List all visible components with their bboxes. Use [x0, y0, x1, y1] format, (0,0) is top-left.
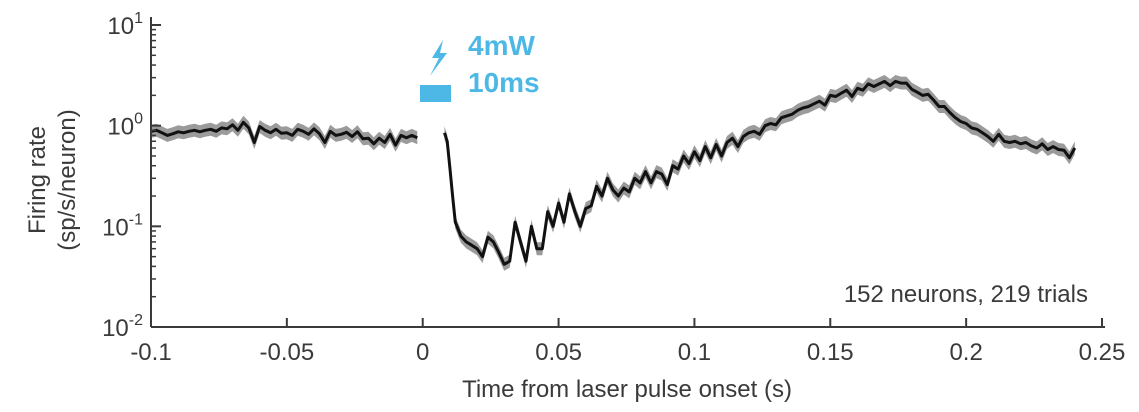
laser-pulse-bar: [420, 85, 451, 102]
pulse-duration-label: 10ms: [468, 67, 540, 98]
y-tick-label: 100: [107, 111, 143, 141]
firing-rate-line: [443, 79, 1077, 266]
y-ticks: 101 100 10-1 10-2: [102, 10, 161, 342]
y-tick-label: 101: [107, 10, 143, 40]
firing-rate-line: [150, 120, 418, 147]
sample-size-annotation: 152 neurons, 219 trials: [844, 281, 1088, 308]
lightning-bolt-icon: [430, 40, 447, 76]
y-axis-label-line-1: Firing rate: [24, 126, 51, 234]
x-tick-label: -0.1: [130, 339, 171, 366]
laser-power-label: 4mW: [468, 30, 535, 61]
sem-error-band: [444, 75, 1075, 271]
x-tick-label: 0.1: [678, 339, 711, 366]
axes: [150, 17, 1105, 328]
x-tick-label: 0.2: [949, 339, 982, 366]
y-tick-label: 10-2: [102, 312, 143, 342]
x-axis-label: Time from laser pulse onset (s): [462, 376, 792, 403]
laser-stimulus-marker: 4mW 10ms: [420, 30, 540, 102]
y-axis-label: Firing rate (sp/s/neuron): [24, 109, 81, 250]
x-tick-label: 0.05: [535, 339, 582, 366]
x-tick-label: 0.25: [1079, 339, 1126, 366]
y-axis-label-line-2: (sp/s/neuron): [54, 109, 81, 250]
x-ticks: -0.1 -0.05 0 0.05 0.1 0.15 0.2 0.25: [130, 318, 1125, 366]
x-tick-label: 0.15: [807, 339, 854, 366]
x-tick-label: 0: [416, 339, 429, 366]
y-tick-label: 10-1: [102, 211, 143, 241]
firing-rate-line-group: [150, 79, 1077, 266]
x-tick-label: -0.05: [260, 339, 315, 366]
